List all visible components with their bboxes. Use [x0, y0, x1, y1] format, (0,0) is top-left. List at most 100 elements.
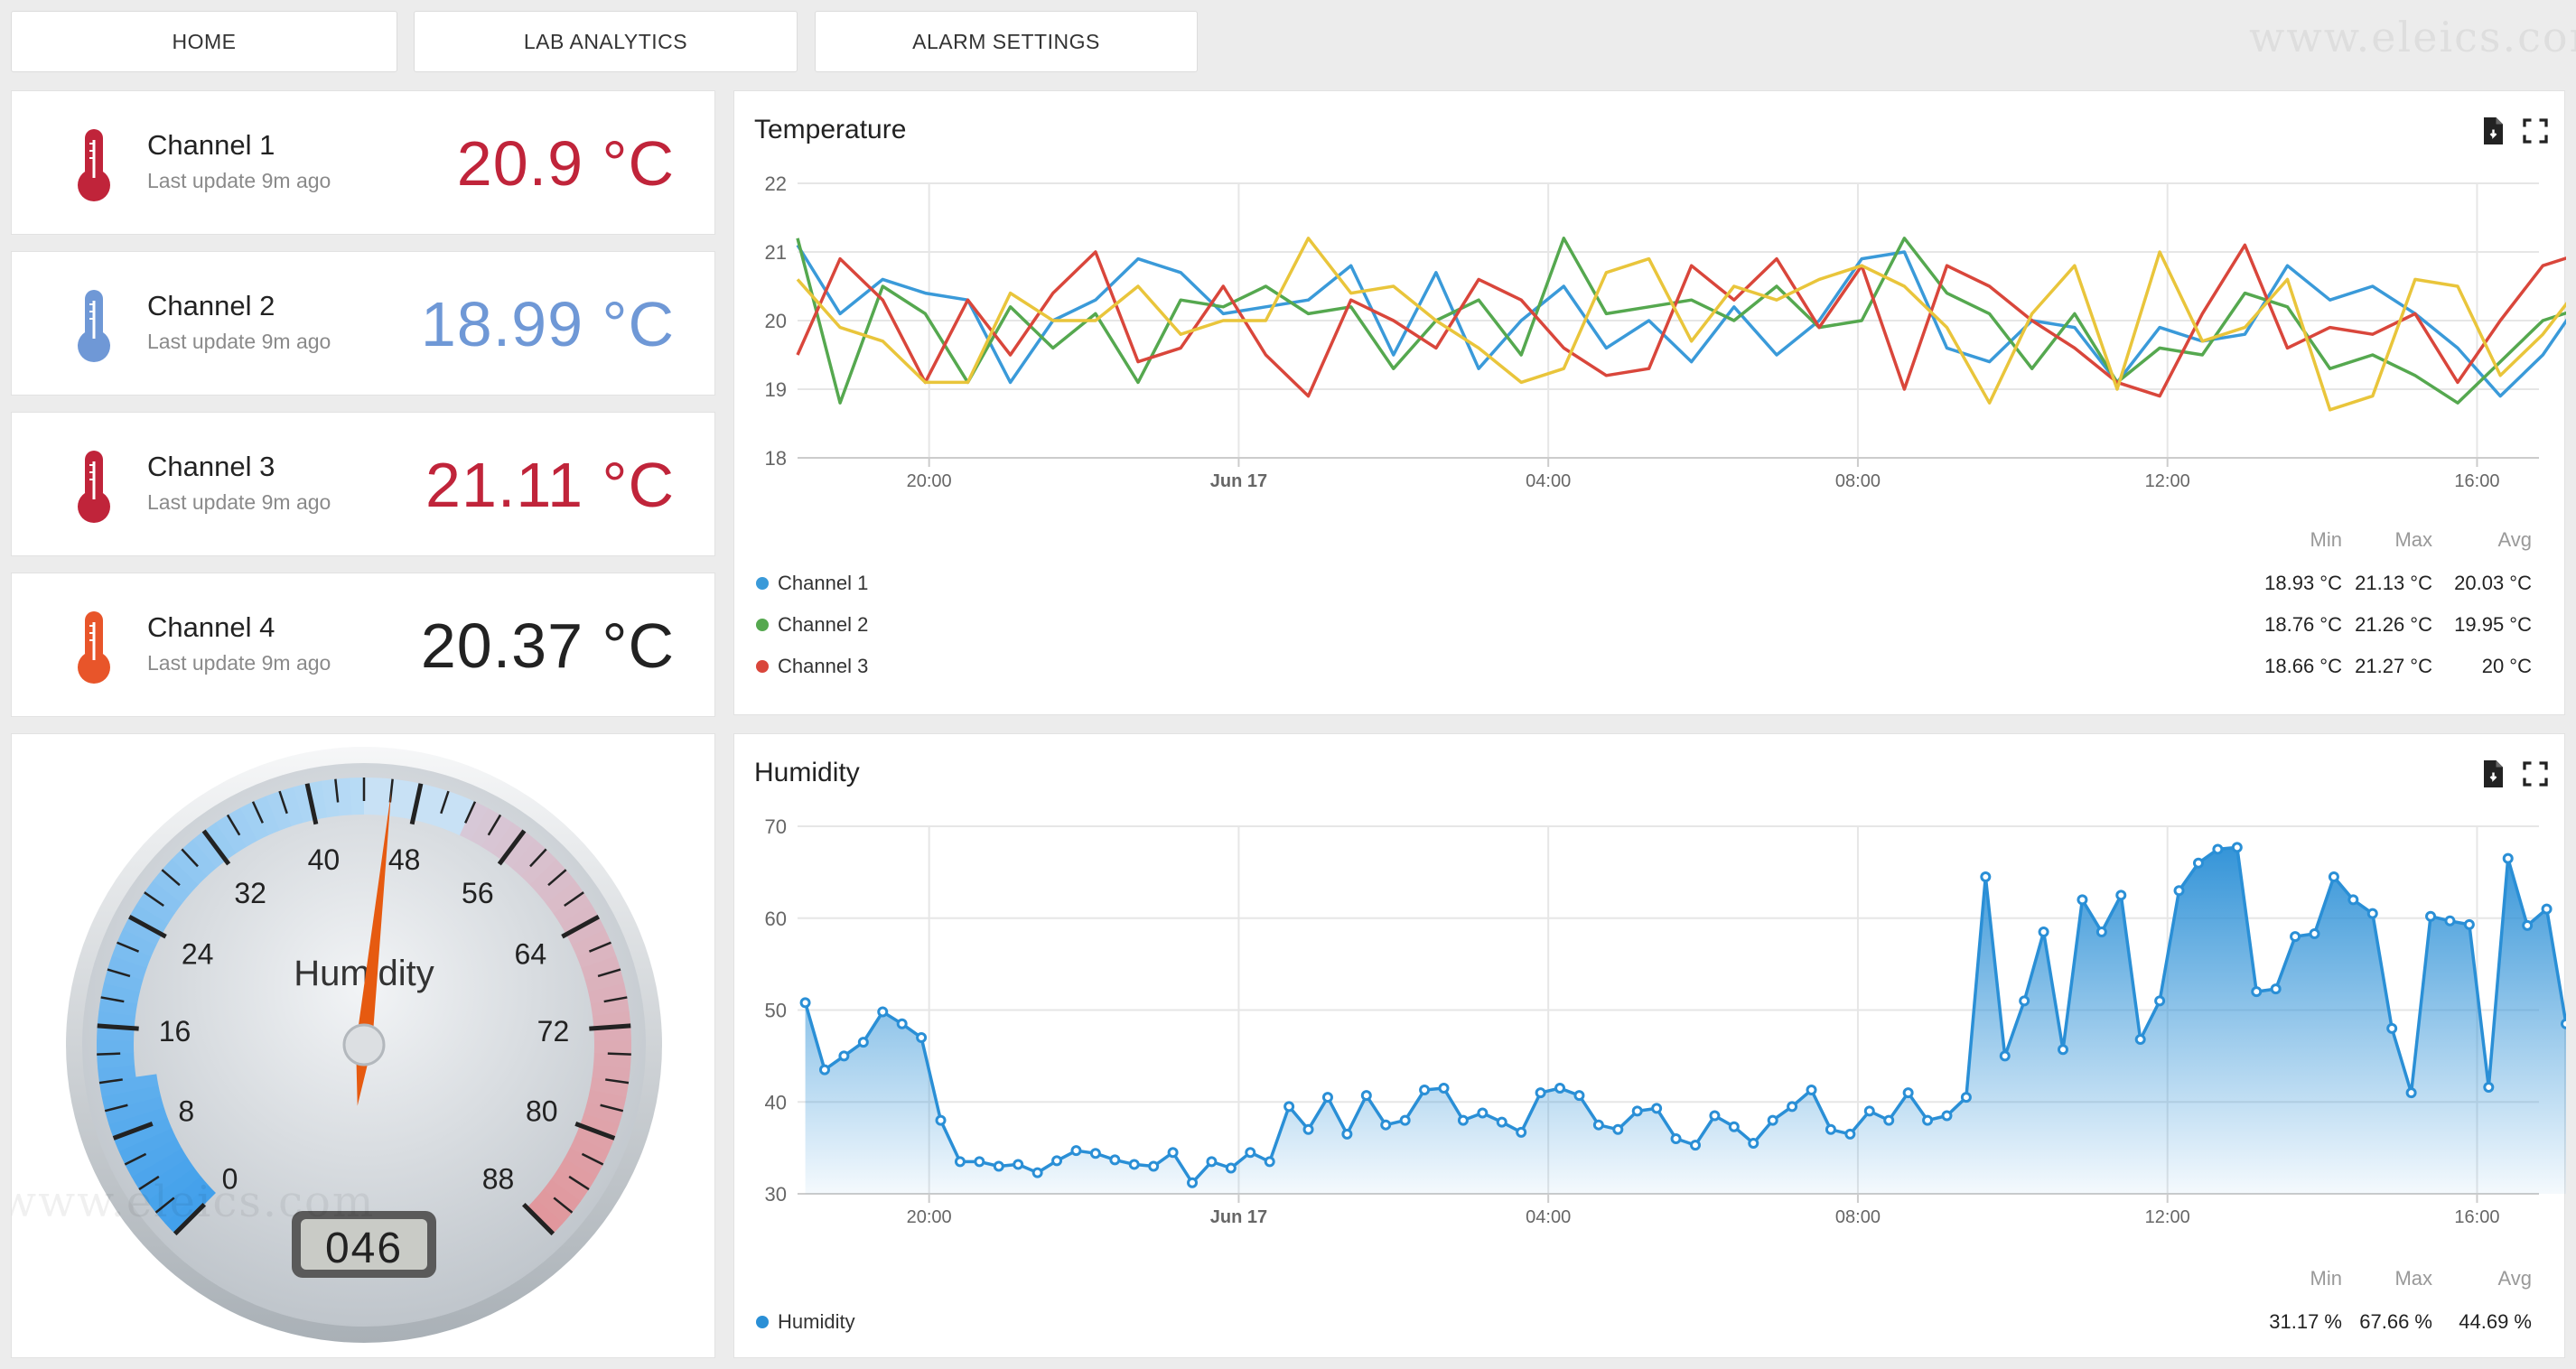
data-point[interactable]	[993, 1160, 1004, 1172]
data-point[interactable]	[1477, 1107, 1489, 1119]
data-point[interactable]	[1128, 1159, 1140, 1170]
data-point[interactable]	[2173, 885, 2185, 897]
data-point[interactable]	[1863, 1105, 1875, 1117]
data-point[interactable]	[2522, 919, 2534, 931]
legend-item[interactable]: Channel 2	[756, 613, 868, 637]
data-point[interactable]	[1264, 1156, 1275, 1168]
data-point[interactable]	[1592, 1119, 1604, 1131]
data-point[interactable]	[1631, 1105, 1643, 1117]
fullscreen-icon[interactable]	[2519, 115, 2552, 147]
data-point[interactable]	[1187, 1177, 1199, 1188]
data-point[interactable]	[2347, 894, 2359, 906]
data-point[interactable]	[2541, 903, 2553, 915]
data-point[interactable]	[1089, 1148, 1101, 1159]
data-point[interactable]	[1535, 1087, 1546, 1099]
data-point[interactable]	[1651, 1103, 1663, 1114]
data-point[interactable]	[1787, 1101, 1798, 1113]
channel-card-1[interactable]: Channel 1 Last update 9m ago 20.9 °C	[11, 90, 715, 235]
export-icon[interactable]	[2476, 758, 2508, 790]
data-point[interactable]	[1941, 1110, 1953, 1122]
data-point[interactable]	[1419, 1085, 1431, 1096]
nav-home[interactable]: HOME	[11, 11, 397, 72]
fullscreen-icon[interactable]	[2519, 758, 2552, 790]
data-point[interactable]	[2154, 995, 2166, 1007]
data-point[interactable]	[1302, 1123, 1314, 1135]
data-point[interactable]	[838, 1050, 850, 1062]
data-point[interactable]	[1031, 1167, 1043, 1178]
data-point[interactable]	[896, 1018, 908, 1029]
channel-card-3[interactable]: Channel 3 Last update 9m ago 21.11 °C	[11, 412, 715, 556]
data-point[interactable]	[1960, 1092, 1972, 1104]
data-point[interactable]	[799, 997, 811, 1009]
data-point[interactable]	[2019, 995, 2030, 1007]
data-point[interactable]	[877, 1006, 889, 1018]
data-point[interactable]	[1767, 1114, 1778, 1126]
data-point[interactable]	[1496, 1116, 1507, 1128]
nav-alarm-settings[interactable]: ALARM SETTINGS	[815, 11, 1198, 72]
data-point[interactable]	[1883, 1114, 1895, 1126]
data-point[interactable]	[1399, 1114, 1411, 1126]
data-point[interactable]	[857, 1037, 869, 1048]
data-point[interactable]	[1728, 1121, 1740, 1132]
data-point[interactable]	[2077, 894, 2088, 906]
channel-card-2[interactable]: Channel 2 Last update 9m ago 18.99 °C	[11, 251, 715, 396]
data-point[interactable]	[2251, 986, 2263, 998]
legend-item[interactable]: Channel 1	[756, 572, 868, 595]
export-icon[interactable]	[2476, 115, 2508, 147]
data-point[interactable]	[935, 1114, 947, 1126]
data-point[interactable]	[1457, 1114, 1469, 1126]
data-point[interactable]	[2328, 871, 2339, 882]
data-point[interactable]	[1980, 871, 1992, 882]
data-point[interactable]	[2483, 1081, 2495, 1093]
data-point[interactable]	[1051, 1155, 1063, 1167]
data-point[interactable]	[1360, 1090, 1372, 1102]
data-point[interactable]	[1844, 1128, 1856, 1140]
data-point[interactable]	[2192, 857, 2204, 869]
data-point[interactable]	[2134, 1034, 2146, 1046]
data-point[interactable]	[1013, 1159, 1024, 1170]
data-point[interactable]	[2309, 928, 2320, 940]
data-point[interactable]	[1825, 1123, 1836, 1135]
data-point[interactable]	[1167, 1147, 1179, 1159]
data-point[interactable]	[2444, 915, 2456, 927]
data-point[interactable]	[2502, 852, 2514, 864]
data-point[interactable]	[2115, 889, 2127, 901]
data-point[interactable]	[1148, 1160, 1160, 1172]
data-point[interactable]	[2425, 910, 2437, 922]
data-point[interactable]	[954, 1156, 966, 1168]
data-point[interactable]	[1225, 1162, 1237, 1174]
data-point[interactable]	[1573, 1090, 1585, 1102]
data-point[interactable]	[1612, 1123, 1624, 1135]
data-point[interactable]	[2095, 927, 2107, 938]
data-point[interactable]	[1070, 1145, 1082, 1157]
data-point[interactable]	[2366, 908, 2378, 919]
data-point[interactable]	[1380, 1119, 1392, 1131]
data-point[interactable]	[1922, 1114, 1934, 1126]
data-point[interactable]	[2560, 1018, 2566, 1029]
legend-item[interactable]: Channel 3	[756, 655, 868, 678]
data-point[interactable]	[1748, 1138, 1759, 1150]
data-point[interactable]	[2463, 918, 2475, 930]
channel-card-4[interactable]: Channel 4 Last update 9m ago 20.37 °C	[11, 573, 715, 717]
data-point[interactable]	[2212, 843, 2224, 855]
data-point[interactable]	[1341, 1128, 1353, 1140]
nav-lab-analytics[interactable]: LAB ANALYTICS	[414, 11, 798, 72]
data-point[interactable]	[2290, 931, 2301, 943]
data-point[interactable]	[916, 1032, 928, 1044]
data-point[interactable]	[1554, 1082, 1566, 1094]
data-point[interactable]	[2038, 927, 2049, 938]
data-point[interactable]	[1109, 1154, 1121, 1166]
data-point[interactable]	[1516, 1126, 1527, 1138]
data-point[interactable]	[1283, 1101, 1295, 1113]
legend-item[interactable]: Humidity	[756, 1310, 855, 1334]
data-point[interactable]	[2231, 842, 2243, 853]
data-point[interactable]	[2405, 1087, 2417, 1099]
data-point[interactable]	[1999, 1050, 2011, 1062]
data-point[interactable]	[1670, 1132, 1682, 1144]
data-point[interactable]	[1245, 1147, 1256, 1159]
data-point[interactable]	[1438, 1082, 1450, 1094]
data-point[interactable]	[974, 1156, 985, 1168]
data-point[interactable]	[1206, 1156, 1218, 1168]
data-point[interactable]	[1689, 1140, 1701, 1151]
data-point[interactable]	[1806, 1085, 1817, 1096]
